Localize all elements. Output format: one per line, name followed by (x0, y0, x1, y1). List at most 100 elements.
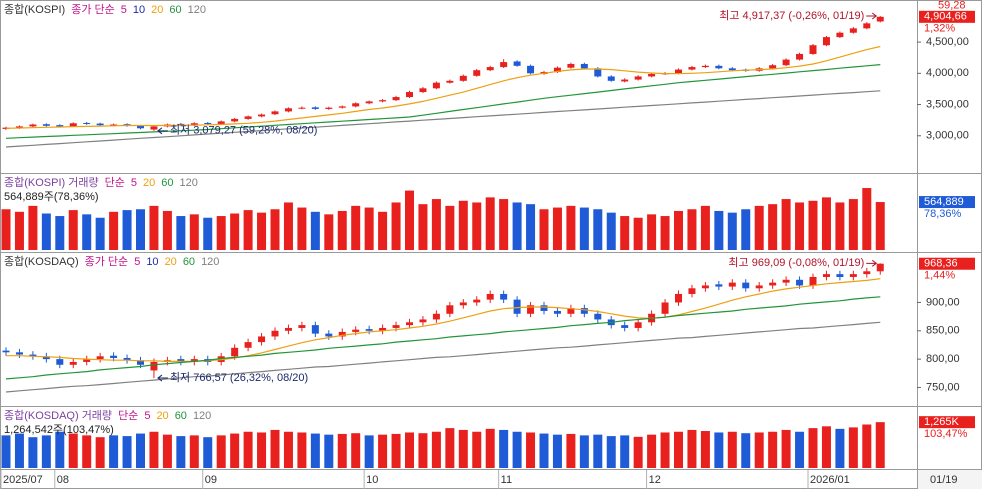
volume-bar (95, 437, 105, 468)
candle-body (459, 302, 467, 306)
volume-bar (310, 211, 320, 250)
volume-bar (243, 210, 253, 250)
volume-bar (297, 207, 307, 250)
candle-body (594, 313, 602, 320)
volume-bar (808, 428, 818, 468)
volume-bar (270, 209, 280, 250)
volume-bar (378, 211, 388, 250)
candle-body (621, 79, 629, 82)
volume-bar (768, 431, 778, 468)
date-box (918, 470, 982, 489)
candle-body (15, 126, 23, 128)
annotation: 최고 969,09 (-0,08%, 01/19) (728, 256, 864, 269)
candle-body (379, 100, 387, 102)
volume-bar (647, 434, 657, 468)
x-tick-label: 2025/07 (3, 474, 43, 486)
volume-bar (781, 429, 791, 468)
candle-body (796, 279, 804, 286)
volume-bar (1, 435, 11, 468)
volume-bar (351, 205, 361, 250)
legend-item: 단순 (105, 176, 125, 189)
arrow (866, 259, 878, 267)
candle-body (769, 65, 777, 69)
candle-body (177, 123, 185, 126)
candle-body (513, 61, 521, 66)
x-tick-label: 2026/01 (810, 474, 850, 486)
legend-item: 10 (133, 4, 145, 16)
candle-body (715, 284, 723, 287)
candle-body (648, 73, 656, 77)
volume-bar (700, 205, 710, 250)
y-tick-label: 4,000,00 (926, 67, 969, 79)
volume-bar (324, 434, 334, 468)
change-label: 59,28 (938, 0, 966, 12)
moving-average (5, 321, 881, 393)
legend-item: 20 (151, 4, 163, 16)
candle-body (284, 327, 292, 331)
volume-bar (162, 434, 172, 468)
volume-bar (687, 209, 697, 250)
candle-body (500, 293, 508, 300)
legend-item: 5 (144, 410, 150, 422)
volume-bar (136, 209, 145, 250)
volume-bar (283, 431, 293, 468)
candle-body (271, 111, 279, 115)
volume-tag (919, 196, 975, 209)
legend-item: 종합(KOSPI) 거래량 (4, 176, 99, 189)
volume-bar (14, 211, 24, 250)
volume-bar (499, 429, 509, 468)
candle-body (311, 107, 319, 109)
volume-bar (458, 429, 468, 468)
candle-body (822, 37, 830, 46)
volume-bar (203, 217, 213, 250)
volume-bar (82, 214, 92, 250)
candle-body (258, 336, 266, 343)
volume-bar (189, 435, 199, 468)
volume-bar (472, 202, 482, 250)
y-tick-label: 850,00 (926, 325, 960, 337)
volume-bar (230, 433, 240, 468)
cursor-date: 01/19 (930, 474, 958, 486)
volume-bar (647, 214, 657, 250)
x-tick-label: 12 (649, 474, 661, 486)
candle-body (298, 107, 306, 109)
volume-tag-label: 1,265K (924, 416, 960, 428)
candle-body (459, 75, 467, 81)
arrow (157, 374, 168, 382)
candle-body (406, 322, 413, 326)
candle-body (298, 325, 306, 328)
volume-bar (754, 205, 764, 250)
candle-body (675, 293, 682, 303)
volume-bar (364, 207, 374, 250)
legend-item: 120 (188, 4, 206, 16)
candle-body (728, 68, 736, 71)
candle-body (486, 293, 494, 300)
volume-bar (526, 204, 536, 250)
x-tick-label: 11 (501, 474, 512, 486)
moving-average (5, 64, 881, 139)
candle-body (661, 302, 669, 314)
candle-body (553, 310, 561, 314)
legend-item: 5 (121, 4, 127, 16)
volume-bar (781, 199, 791, 250)
legend-item: 20 (165, 256, 177, 268)
candle-body (769, 282, 777, 286)
volume-bar (418, 204, 428, 250)
volume-bar (122, 210, 132, 250)
volume-bar (579, 207, 589, 250)
legend-item: 종합(KOSDAQ) (4, 255, 79, 268)
candle-body (365, 329, 373, 331)
volume-bar (216, 435, 226, 468)
volume-bar (485, 428, 495, 468)
y-tick-label: 4,500,00 (926, 36, 969, 48)
candle-body (527, 65, 535, 74)
candle-body (755, 285, 763, 289)
volume-bar (848, 199, 858, 250)
candle-body (29, 124, 37, 127)
price-tag (919, 10, 975, 23)
volume-bar (499, 199, 509, 250)
volume-bar (41, 213, 51, 250)
candle-body (715, 65, 723, 69)
x-tick-label: 09 (205, 474, 217, 486)
